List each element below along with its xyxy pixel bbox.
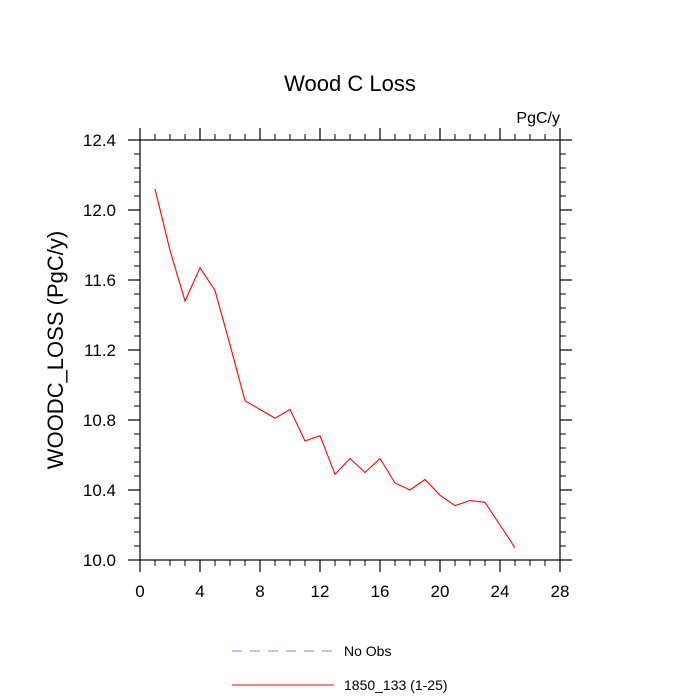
series-layer: [154, 188, 516, 549]
legend-label: No Obs: [344, 643, 391, 659]
x-tick-label: 20: [431, 582, 450, 601]
x-tick-label: 12: [311, 582, 330, 601]
x-tick-label: 28: [551, 582, 570, 601]
series-line: [154, 188, 516, 549]
y-tick-label: 12.0: [83, 201, 116, 220]
legend: No Obs 1850_133 (1-25): [232, 643, 448, 693]
y-tick-labels: 10.0 10.4 10.8 11.2 11.6 12.0 12.4: [83, 131, 116, 570]
x-tick-label: 16: [371, 582, 390, 601]
y-tick-label: 11.6: [84, 271, 116, 290]
x-tick-label: 24: [491, 582, 510, 601]
y-tick-label: 12.4: [83, 131, 116, 150]
x-tick-label: 0: [135, 582, 144, 601]
x-tick-label: 4: [195, 582, 204, 601]
y-tick-label: 10.4: [83, 481, 116, 500]
y-axis-label: WOODC_LOSS (PgC/y): [43, 231, 68, 469]
x-tick-label: 8: [255, 582, 264, 601]
axis-ticks: [128, 128, 572, 572]
legend-label: 1850_133 (1-25): [344, 677, 448, 693]
y-tick-label: 11.2: [84, 341, 116, 360]
x-tick-labels: 0 4 8 12 16 20 24 28: [135, 582, 569, 601]
units-label: PgC/y: [516, 110, 560, 127]
plot-frame: [139, 139, 561, 561]
y-tick-label: 10.8: [83, 411, 116, 430]
chart-title: Wood C Loss: [284, 71, 416, 96]
y-tick-label: 10.0: [83, 551, 116, 570]
